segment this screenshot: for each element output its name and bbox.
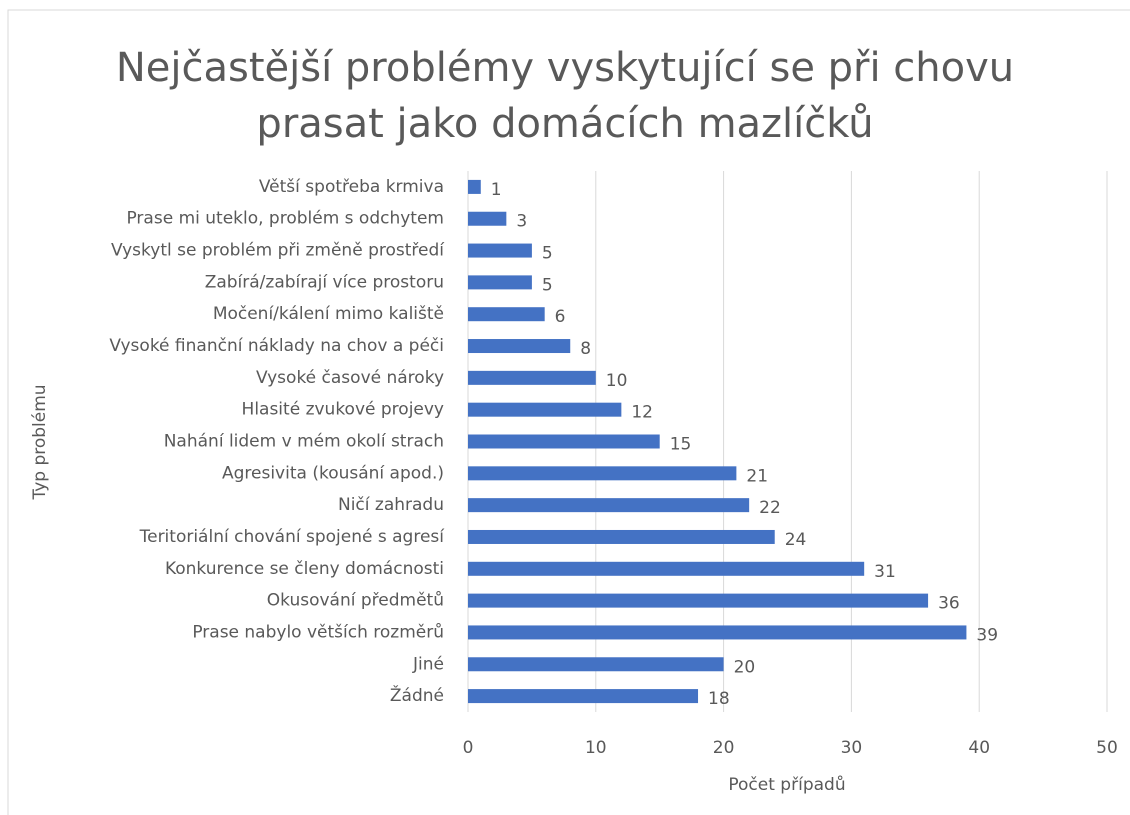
- x-tick-label: 0: [463, 738, 474, 758]
- y-axis-label: Typ problému: [30, 384, 50, 500]
- data-label: 5: [542, 244, 553, 264]
- bar: [468, 498, 750, 513]
- y-tick-label: Okusování předmětů: [267, 591, 444, 611]
- y-tick-label: Vysoké finanční náklady na chov a péči: [109, 336, 444, 356]
- data-label: 36: [938, 594, 960, 614]
- chart-border: [7, 9, 1130, 815]
- y-tick-label: Teritoriální chování spojené s agresí: [139, 527, 446, 547]
- y-tick-label: Prase nabylo větších rozměrů: [192, 622, 444, 642]
- bar: [468, 434, 660, 449]
- x-tick-label: 50: [1096, 738, 1118, 758]
- y-tick-label: Konkurence se členy domácnosti: [165, 559, 444, 579]
- data-label: 6: [555, 307, 566, 327]
- data-label: 31: [874, 562, 896, 582]
- bar: [468, 625, 967, 640]
- x-tick-label: 10: [585, 738, 607, 758]
- y-tick-label: Jiné: [412, 654, 444, 674]
- bar: [468, 307, 545, 322]
- data-label: 5: [542, 275, 553, 295]
- data-label: 18: [708, 689, 730, 709]
- x-axis-label: Počet případů: [728, 775, 845, 795]
- bar: [468, 211, 507, 226]
- data-label: 20: [734, 657, 756, 677]
- x-tick-label: 20: [713, 738, 735, 758]
- y-tick-label: Močení/kálení mimo kaliště: [213, 304, 444, 324]
- bar: [468, 179, 481, 194]
- data-label: 24: [785, 530, 807, 550]
- y-tick-label: Hlasité zvukové projevy: [242, 400, 444, 420]
- data-label: 10: [606, 371, 628, 391]
- x-tick-label: 30: [841, 738, 863, 758]
- bar: [468, 529, 775, 544]
- x-tick-label: 40: [968, 738, 990, 758]
- y-tick-label: Žádné: [390, 684, 444, 706]
- data-label: 39: [976, 625, 998, 645]
- data-label: 22: [759, 498, 781, 518]
- bar: [468, 657, 724, 672]
- data-label: 3: [516, 212, 527, 232]
- y-tick-label: Vyskytl se problém při změně prostředí: [111, 241, 445, 261]
- y-tick-label: Ničí zahradu: [338, 495, 444, 515]
- y-tick-label: Nahání lidem v mém okolí strach: [164, 432, 444, 452]
- bar: [468, 689, 699, 704]
- y-tick-label: Vysoké časové nároky: [256, 368, 444, 388]
- data-label: 8: [580, 339, 591, 359]
- bar: [468, 402, 622, 417]
- bar: [468, 339, 571, 354]
- bar: [468, 370, 596, 385]
- bar: [468, 243, 532, 258]
- data-label: 15: [670, 435, 692, 455]
- data-label: 21: [746, 466, 768, 486]
- bar: [468, 561, 865, 576]
- y-tick-label: Větší spotřeba krmiva: [259, 177, 444, 197]
- y-tick-label: Zabírá/zabírají více prostoru: [205, 272, 444, 292]
- data-label: 12: [631, 403, 653, 423]
- data-label: 1: [491, 180, 502, 200]
- bar: [468, 593, 929, 608]
- y-tick-label: Agresivita (kousání apod.): [222, 463, 444, 483]
- y-tick-label: Prase mi uteklo, problém s odchytem: [126, 209, 444, 229]
- bar: [468, 466, 737, 481]
- chart-title: Nejčastější problémy vyskytující se při …: [115, 45, 1015, 147]
- bar: [468, 275, 532, 290]
